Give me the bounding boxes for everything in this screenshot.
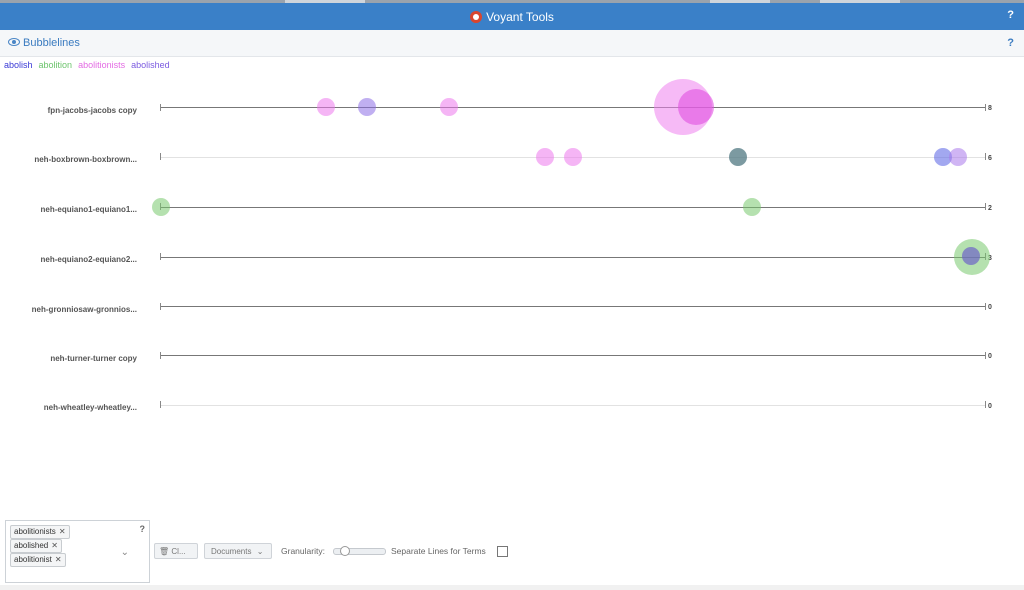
document-label[interactable]: neh-equiano1-equiano1...: [40, 205, 137, 214]
panel-help-icon[interactable]: ?: [139, 524, 146, 534]
term-count: 6: [988, 155, 992, 162]
term-count: 3: [988, 255, 992, 262]
slider-thumb[interactable]: [340, 546, 350, 556]
term-legend: abolish abolition abolitionists abolishe…: [4, 60, 170, 70]
term-bubble[interactable]: [949, 148, 967, 166]
line-end-tick: [985, 104, 986, 111]
term-bubble[interactable]: [358, 98, 376, 116]
term-bubble[interactable]: [440, 98, 458, 116]
trash-icon: 🗑: [159, 547, 170, 556]
term-bubble[interactable]: [729, 148, 747, 166]
remove-icon[interactable]: ✕: [51, 541, 58, 550]
line-start-tick: [160, 153, 161, 160]
term-bubble[interactable]: [678, 89, 714, 125]
app-title: Voyant Tools: [486, 9, 554, 24]
document-line: [160, 306, 986, 307]
term-chip[interactable]: abolitionists ✕: [10, 525, 70, 539]
term-chip-label: abolitionist: [14, 555, 52, 564]
line-end-tick: [985, 352, 986, 359]
granularity-slider[interactable]: [333, 546, 386, 556]
document-label[interactable]: fpn-jacobs-jacobs copy: [47, 106, 137, 115]
line-end-tick: [985, 153, 986, 160]
term-count: 0: [988, 353, 992, 360]
header-help-icon[interactable]: ?: [1007, 9, 1014, 21]
remove-icon[interactable]: ✕: [54, 555, 62, 564]
term-count: 0: [988, 403, 992, 410]
term-count: 0: [988, 304, 992, 311]
line-end-tick: [985, 401, 986, 408]
document-label[interactable]: neh-turner-turner copy: [50, 354, 137, 363]
top-strip: [0, 0, 1024, 3]
term-bubble[interactable]: [962, 247, 980, 265]
term-bubble[interactable]: [317, 98, 335, 116]
term-bubble[interactable]: [743, 198, 761, 216]
separate-lines-checkbox[interactable]: [497, 546, 508, 557]
document-line: [160, 107, 986, 108]
terms-panel[interactable]: abolitionists ✕ abolished ✕ abolitionist ✕ …: [5, 520, 150, 583]
term-bubble[interactable]: [564, 148, 582, 166]
line-end-tick: [985, 303, 986, 310]
legend-item-abolitionists[interactable]: abolitionists: [78, 60, 126, 70]
app-header: Voyant Tools ?: [0, 3, 1024, 30]
term-count: 8: [988, 105, 992, 112]
legend-item-abolition[interactable]: abolition: [38, 60, 73, 70]
term-chip[interactable]: abolished ✕: [10, 539, 62, 553]
line-start-tick: [160, 253, 161, 260]
term-chip-label: abolished: [14, 541, 49, 550]
separate-lines-label: Separate Lines for Terms: [391, 546, 486, 556]
chevron-down-icon[interactable]: ⌄: [120, 547, 129, 558]
legend-item-abolish[interactable]: abolish: [4, 60, 33, 70]
voyant-logo-icon: [470, 10, 483, 23]
documents-dropdown[interactable]: Documents ⌄: [204, 543, 272, 559]
clear-button[interactable]: 🗑 Cl...: [154, 543, 198, 559]
tool-help-icon[interactable]: ?: [1007, 37, 1014, 49]
line-start-tick: [160, 352, 161, 359]
footer-bar: [0, 585, 1024, 590]
line-start-tick: [160, 401, 161, 408]
tool-toolbar: Bubblelines ?: [0, 30, 1024, 57]
line-end-tick: [985, 203, 986, 210]
document-line: [160, 405, 986, 406]
document-line: [160, 355, 986, 356]
term-count: 2: [988, 205, 992, 212]
eye-icon[interactable]: [8, 38, 20, 46]
document-label[interactable]: neh-gronniosaw-gronnios...: [31, 305, 137, 314]
term-chip[interactable]: abolitionist ✕: [10, 553, 66, 567]
term-bubble[interactable]: [934, 148, 952, 166]
document-line: [160, 257, 986, 258]
chevron-down-icon: ⌄: [256, 547, 264, 556]
line-start-tick: [160, 104, 161, 111]
document-line: [160, 207, 986, 208]
document-label[interactable]: neh-wheatley-wheatley...: [43, 403, 137, 412]
granularity-label: Granularity:: [281, 546, 325, 556]
legend-item-abolished[interactable]: abolished: [131, 60, 170, 70]
clear-button-label: Cl...: [171, 547, 186, 556]
document-label[interactable]: neh-equiano2-equiano2...: [40, 255, 137, 264]
term-bubble[interactable]: [536, 148, 554, 166]
term-chip-label: abolitionists: [14, 527, 56, 536]
remove-icon[interactable]: ✕: [58, 527, 66, 536]
document-label[interactable]: neh-boxbrown-boxbrown...: [34, 155, 137, 164]
tool-title: Bubblelines: [23, 37, 80, 49]
line-start-tick: [160, 303, 161, 310]
documents-dropdown-label: Documents: [211, 547, 252, 556]
term-bubble[interactable]: [152, 198, 170, 216]
